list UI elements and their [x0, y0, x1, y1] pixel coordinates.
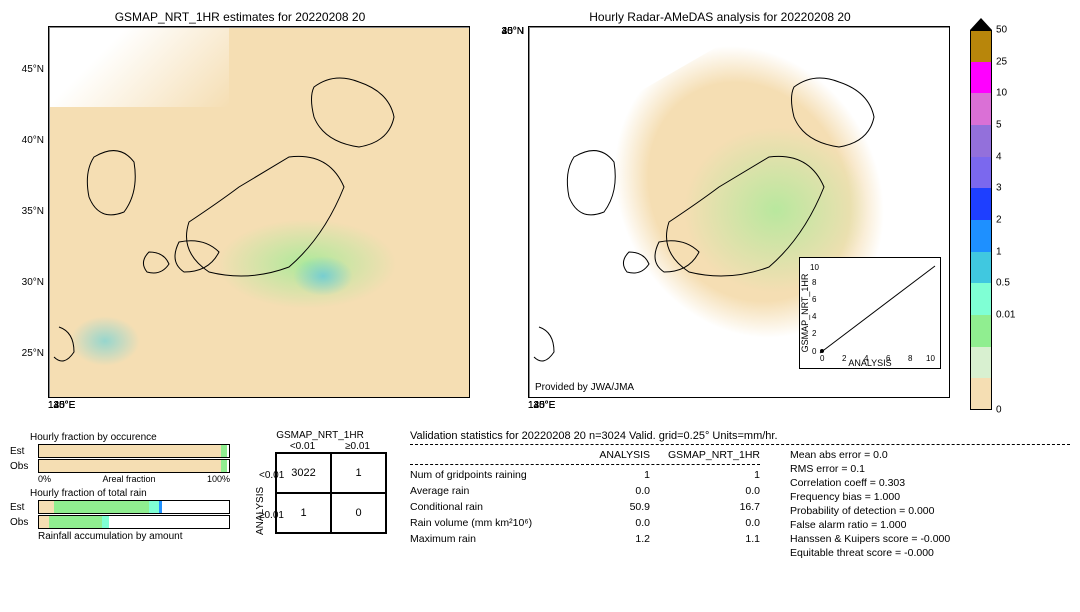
inset-scatter: ANALYSIS GSMAP_NRT_1HR 0 2 4 6 8 10 0 2 …: [799, 257, 941, 369]
stats-header: Validation statistics for 20220208 20 n=…: [410, 430, 1070, 442]
validation-stats: Validation statistics for 20220208 20 n=…: [410, 430, 1070, 561]
right-map: Provided by JWA/JMA ANALYSIS GSMAP_NRT_1…: [528, 26, 950, 398]
divider: [410, 444, 1070, 445]
svg-text:8: 8: [812, 278, 817, 287]
bar-row: Obs: [10, 515, 230, 529]
colorbar-tick: 5: [996, 120, 1002, 131]
bar-row: Est: [10, 444, 230, 458]
left-y-axis: 45°N 40°N 35°N 30°N 25°N: [10, 26, 48, 396]
stats-metrics: Mean abs error = 0.0 RMS error = 0.1 Corre…: [790, 449, 950, 561]
bar-label: Est: [10, 446, 38, 457]
bar-segment: [39, 501, 54, 513]
bar-label: Obs: [10, 461, 38, 472]
totalrain-title: Hourly fraction of total rain: [30, 488, 230, 499]
svg-text:4: 4: [864, 354, 869, 363]
bar-segment: [163, 501, 230, 513]
svg-text:2: 2: [812, 329, 817, 338]
bar-segment: [54, 501, 149, 513]
stats-col-gsmap: GSMAP_NRT_1HR: [650, 449, 760, 461]
stats-metric: RMS error = 0.1: [790, 463, 950, 475]
svg-text:2: 2: [842, 354, 847, 363]
bar-label: Obs: [10, 517, 38, 528]
svg-text:GSMAP_NRT_1HR: GSMAP_NRT_1HR: [800, 273, 810, 352]
left-map-title: GSMAP_NRT_1HR estimates for 20220208 20: [10, 10, 470, 24]
stats-table: ANALYSIS GSMAP_NRT_1HR Num of gridpoints…: [410, 449, 760, 561]
svg-text:0: 0: [812, 347, 817, 356]
colorbar-tick: 2: [996, 215, 1002, 226]
svg-text:6: 6: [812, 295, 817, 304]
svg-text:6: 6: [886, 354, 891, 363]
stats-row: Conditional rain50.916.7: [410, 501, 760, 513]
left-map-panel: GSMAP_NRT_1HR estimates for 20220208 20 …: [10, 10, 470, 420]
colorbar-tick: 25: [996, 56, 1007, 67]
svg-text:4: 4: [812, 312, 817, 321]
colorbar-tick: 50: [996, 25, 1007, 36]
bar-segment: [227, 460, 229, 472]
contingency-grid: 3022 1 1 0: [275, 452, 387, 534]
colorbar: 502510543210.50.010: [970, 30, 992, 410]
bar-box: [38, 444, 230, 458]
bar-segment: [39, 460, 221, 472]
stats-metric: False alarm ratio = 1.000: [790, 519, 950, 531]
right-map-panel: Hourly Radar-AMeDAS analysis for 2022020…: [490, 10, 950, 420]
contingency-table: GSMAP_NRT_1HR <0.01 ≥0.01 ANALYSIS <0.01…: [245, 430, 395, 561]
colorbar-tick: 0: [996, 405, 1002, 416]
bar-row: Est: [10, 500, 230, 514]
stats-col-analysis: ANALYSIS: [580, 449, 650, 461]
bar-label: Est: [10, 502, 38, 513]
totalrain-foot: Rainfall accumulation by amount: [38, 531, 230, 542]
colorbar-arrow-icon: [970, 18, 992, 30]
stats-metric: Probability of detection = 0.000: [790, 505, 950, 517]
fraction-bars: Hourly fraction by occurence Est Obs 0% A…: [10, 430, 230, 561]
top-row: GSMAP_NRT_1HR estimates for 20220208 20 …: [10, 10, 1070, 420]
provided-by: Provided by JWA/JMA: [535, 382, 634, 393]
bar-segment: [39, 445, 221, 457]
bar-segment: [39, 516, 49, 528]
bar-segment: [109, 516, 229, 528]
svg-text:0: 0: [820, 354, 825, 363]
stats-metric: Equitable threat score = -0.000: [790, 547, 950, 559]
colorbar-tick: 3: [996, 183, 1002, 194]
left-map: [48, 26, 470, 398]
bottom-row: Hourly fraction by occurence Est Obs 0% A…: [10, 430, 1070, 561]
bar-box: [38, 459, 230, 473]
bar-box: [38, 500, 230, 514]
stats-metric: Frequency bias = 1.000: [790, 491, 950, 503]
contingency-col-labels: <0.01 ≥0.01: [275, 441, 385, 452]
bar-segment: [49, 516, 102, 528]
stats-row: Rain volume (mm km²10⁶)0.00.0: [410, 517, 760, 529]
ct-cell: 1: [331, 453, 386, 493]
coastlines: [49, 27, 469, 397]
colorbar-tick: 10: [996, 88, 1007, 99]
stats-row: Num of gridpoints raining11: [410, 469, 760, 481]
occurrence-title: Hourly fraction by occurence: [30, 432, 230, 443]
svg-text:10: 10: [810, 263, 819, 272]
bar-row: Obs: [10, 459, 230, 473]
colorbar-tick: 1: [996, 246, 1002, 257]
right-map-title: Hourly Radar-AMeDAS analysis for 2022020…: [490, 10, 950, 24]
colorbar-tick: 4: [996, 151, 1002, 162]
contingency-title: GSMAP_NRT_1HR: [245, 430, 395, 441]
bar-segment: [227, 445, 229, 457]
stats-metric: Hanssen & Kuipers score = -0.000: [790, 533, 950, 545]
ct-cell: 0: [331, 493, 386, 533]
bar-segment: [149, 501, 159, 513]
bar-box: [38, 515, 230, 529]
colorbar-tick: 0.5: [996, 278, 1010, 289]
stats-metric: Correlation coeff = 0.303: [790, 477, 950, 489]
stats-row: Maximum rain1.21.1: [410, 533, 760, 545]
left-x-axis: 125°E 130°E 135°E 140°E 145°E: [48, 398, 468, 414]
colorbar-tick: 0.01: [996, 310, 1015, 321]
stats-row: Average rain0.00.0: [410, 485, 760, 497]
bar-segment: [102, 516, 110, 528]
svg-text:8: 8: [908, 354, 913, 363]
right-y-axis: 45°N 40°N 35°N 30°N 25°N: [490, 26, 528, 396]
ct-cell: 1: [276, 493, 331, 533]
svg-text:10: 10: [926, 354, 935, 363]
stats-metric: Mean abs error = 0.0: [790, 449, 950, 461]
occurrence-foot: 0% Areal fraction 100%: [38, 474, 230, 484]
right-x-axis: 125°E 130°E 135°E 140°E 145°E: [528, 398, 948, 414]
